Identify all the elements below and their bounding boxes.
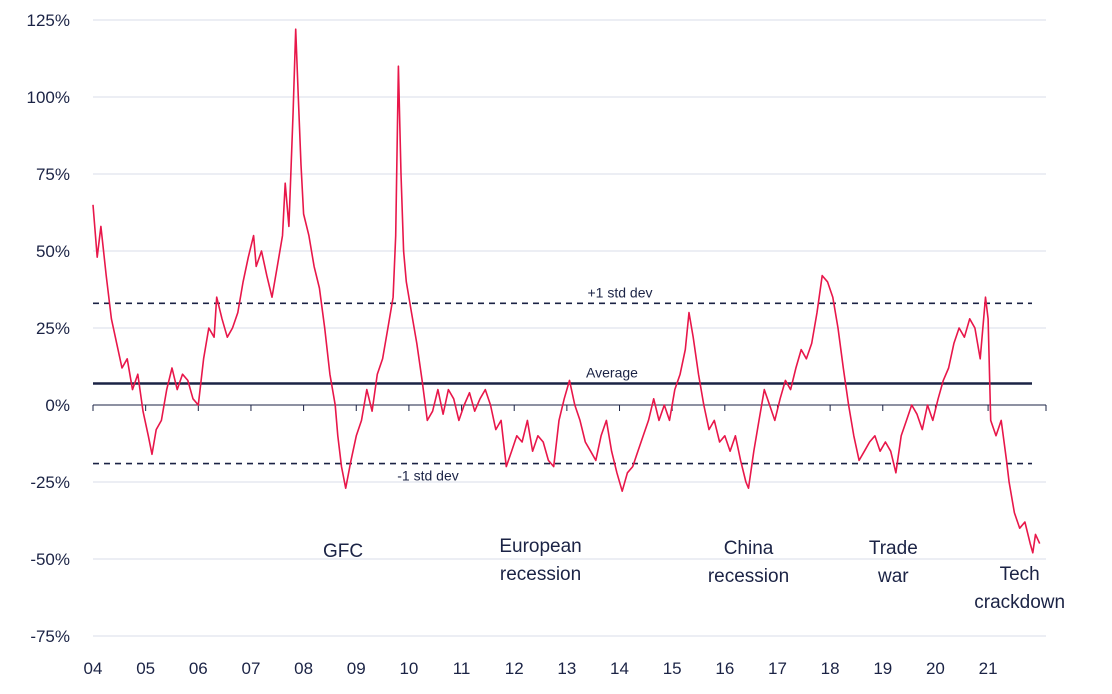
y-tick-label: -75% [30, 627, 70, 646]
x-tick-label: 04 [84, 659, 103, 678]
y-tick-label: 75% [36, 165, 70, 184]
x-tick-label: 16 [715, 659, 734, 678]
y-tick-label: 125% [27, 11, 70, 30]
x-tick-label: 13 [557, 659, 576, 678]
event-annotation: Trade [869, 538, 918, 559]
event-annotation: China [724, 538, 774, 559]
x-tick-label: 12 [505, 659, 524, 678]
y-tick-label: -50% [30, 550, 70, 569]
x-tick-label: 10 [399, 659, 418, 678]
x-tick-label: 19 [873, 659, 892, 678]
reference-lines [93, 302, 1032, 465]
x-tick-label: 15 [663, 659, 682, 678]
x-tick-label: 21 [979, 659, 998, 678]
gridlines [93, 19, 1046, 637]
x-tick-label: 09 [347, 659, 366, 678]
y-tick-label: 0% [45, 396, 70, 415]
series-line [92, 28, 1041, 554]
x-tick-label: 05 [136, 659, 155, 678]
event-annotation: Tech [1000, 564, 1040, 585]
x-tick-label: 11 [453, 659, 471, 678]
event-annotation: war [877, 566, 909, 587]
reference-line-label: +1 std dev [588, 284, 653, 300]
axes: 125% 100% 75% 50% 25% 0% -25% -50% -75% 04 05 06 07 0… [27, 11, 1047, 678]
y-tick-label: -25% [30, 473, 70, 492]
x-tick-label: 07 [241, 659, 260, 678]
event-annotation: GFC [323, 541, 363, 562]
event-annotation: European [499, 536, 581, 557]
series-layer [92, 28, 1041, 554]
y-tick-label: 25% [36, 319, 70, 338]
x-tick-label: 17 [768, 659, 787, 678]
event-annotation: recession [708, 566, 789, 587]
annotation-labels: +1 std dev Average -1 std dev GFC European re… [323, 284, 1065, 613]
x-tick-label: 14 [610, 659, 629, 678]
x-tick-label: 20 [926, 659, 945, 678]
x-tick-label: 08 [294, 659, 313, 678]
y-tick-label: 100% [27, 88, 70, 107]
reference-line-label: Average [586, 364, 638, 380]
reference-line-label: -1 std dev [397, 468, 458, 484]
y-tick-label: 50% [36, 242, 70, 261]
event-annotation: recession [500, 564, 581, 585]
x-tick-label: 18 [821, 659, 840, 678]
event-annotation: crackdown [974, 592, 1065, 613]
x-tick-label: 06 [189, 659, 208, 678]
